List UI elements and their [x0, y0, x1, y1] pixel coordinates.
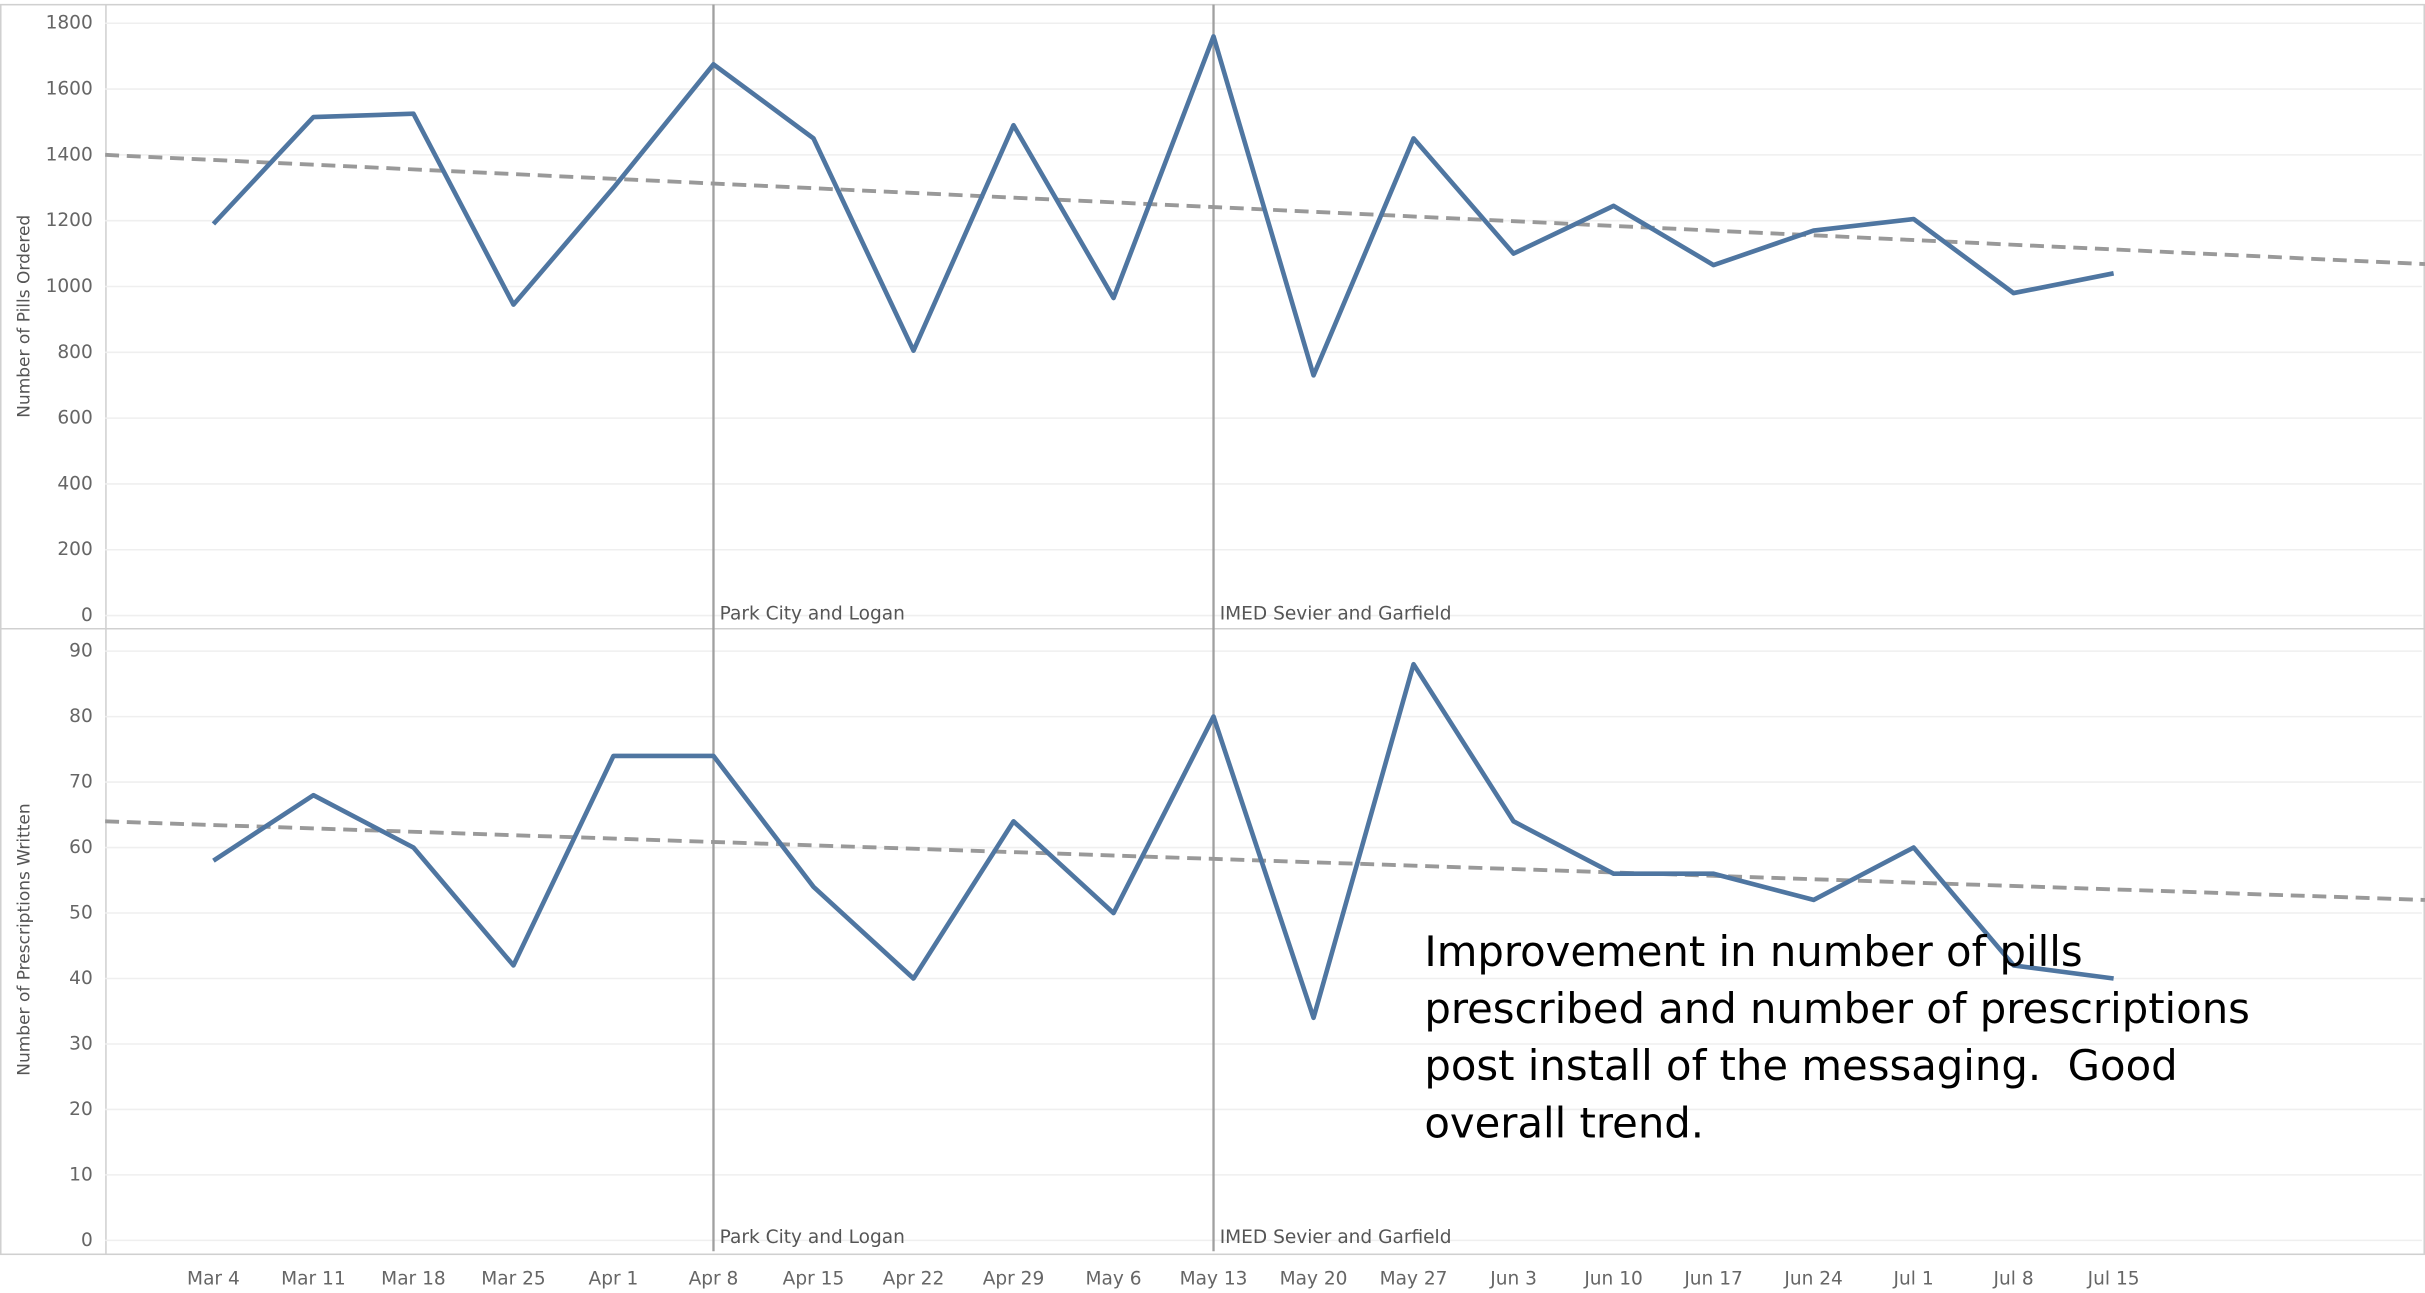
annotation: prescribed and number of prescriptions: [1424, 984, 2250, 1033]
x-tick-label: May 27: [1380, 1269, 1448, 1290]
x-tick-label: Jul 1: [1893, 1269, 1934, 1290]
x-tick-label: Apr 22: [883, 1269, 945, 1290]
x-tick-label: Jul 8: [1993, 1269, 2034, 1290]
y-tick-label: 20: [69, 1099, 93, 1120]
y-tick-label: 30: [69, 1033, 93, 1054]
trend-line: [105, 819, 2425, 902]
reference-label: Park City and Logan: [720, 1227, 905, 1248]
y-tick-label: 1400: [46, 144, 93, 165]
annotation: Improvement in number of pills: [1424, 927, 2082, 976]
y-tick-label: 1800: [46, 13, 93, 34]
y-tick-label: 800: [57, 342, 92, 363]
x-tick-label: Jun 3: [1489, 1269, 1537, 1290]
x-tick-label: May 13: [1180, 1269, 1248, 1290]
y-tick-label: 1000: [46, 276, 93, 297]
y-tick-label: 1600: [46, 79, 93, 100]
annotation: overall trend.: [1424, 1098, 1704, 1147]
y-tick-label: 80: [69, 706, 93, 727]
x-tick-label: Jul 15: [2087, 1269, 2140, 1290]
annotation: post install of the messaging. Good: [1424, 1041, 2177, 1090]
y-tick-label: 70: [69, 772, 93, 793]
x-tick-label: Apr 8: [689, 1269, 739, 1290]
y-tick-label: 1200: [46, 210, 93, 231]
x-tick-label: Apr 15: [783, 1269, 845, 1290]
x-tick-label: Apr 29: [983, 1269, 1045, 1290]
y-tick-label: 90: [69, 641, 93, 662]
y-tick-label: 200: [57, 539, 92, 560]
y-tick-label: 0: [81, 1230, 93, 1251]
y-tick-label: 0: [81, 605, 93, 626]
reference-label: IMED Sevier and Garfield: [1220, 604, 1452, 625]
x-tick-label: May 6: [1085, 1269, 1141, 1290]
y-tick-label: 40: [69, 968, 93, 989]
y-tick-label: 10: [69, 1164, 93, 1185]
x-tick-label: Jun 24: [1783, 1269, 1842, 1290]
x-tick-label: Mar 18: [381, 1269, 446, 1290]
x-tick-label: Jun 17: [1683, 1269, 1742, 1290]
y-axis-label: Number of Pills Ordered: [15, 215, 35, 418]
x-tick-label: Mar 4: [187, 1269, 240, 1290]
y-axis-label: Number of Prescriptions Written: [15, 803, 35, 1075]
y-tick-label: 400: [57, 473, 92, 494]
x-tick-label: Mar 11: [281, 1269, 346, 1290]
x-tick-label: Jun 10: [1583, 1269, 1642, 1290]
y-tick-label: 50: [69, 903, 93, 924]
data-line: [211, 34, 2115, 378]
reference-label: Park City and Logan: [720, 604, 905, 625]
y-tick-label: 600: [57, 408, 92, 429]
x-tick-label: Apr 1: [589, 1269, 639, 1290]
x-tick-label: May 20: [1280, 1269, 1348, 1290]
x-tick-label: Mar 25: [481, 1269, 546, 1290]
reference-label: IMED Sevier and Garfield: [1220, 1227, 1452, 1248]
y-tick-label: 60: [69, 837, 93, 858]
data-line: [212, 661, 2114, 1021]
